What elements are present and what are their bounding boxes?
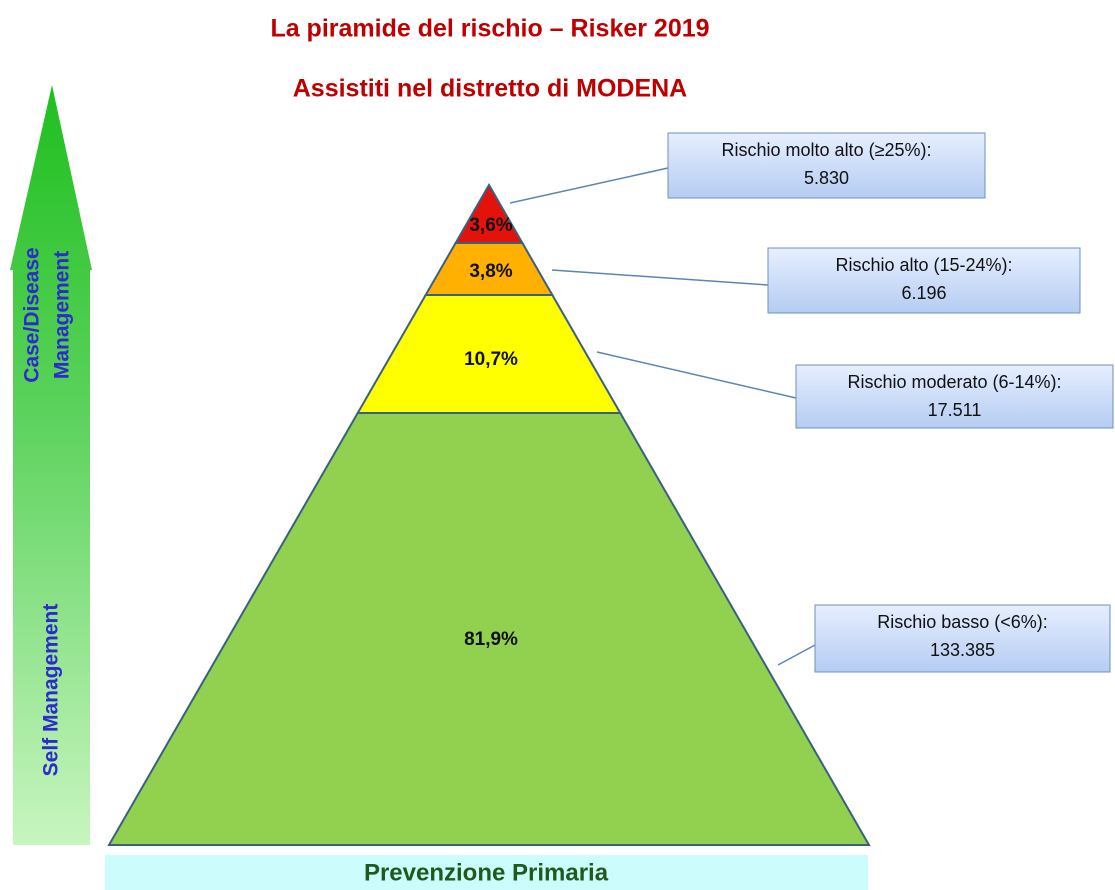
side-arrow <box>10 85 92 845</box>
side-label-lower: Self Management <box>40 604 63 777</box>
callout-label: Rischio molto alto (≥25%): <box>722 140 932 160</box>
callout-count: 6.196 <box>901 283 946 303</box>
callout-count: 133.385 <box>930 640 995 660</box>
level-percent: 3,6% <box>469 215 512 236</box>
connector <box>777 644 816 666</box>
base-label: Prevenzione Primaria <box>364 859 609 886</box>
connector <box>509 167 669 204</box>
side-label-upper: Management <box>51 251 74 379</box>
base-bar <box>105 855 868 890</box>
callout-count: 5.830 <box>804 168 849 188</box>
side-label-upper: Case/Disease <box>21 247 44 382</box>
callout-box <box>667 132 986 199</box>
subtitle: Assistiti nel distretto di MODENA <box>293 75 687 103</box>
pyramid-level <box>107 412 871 846</box>
connector <box>596 351 797 399</box>
callout-label: Rischio moderato (6-14%): <box>847 372 1061 392</box>
callout-count: 17.511 <box>928 400 982 420</box>
callout-label: Rischio alto (15-24%): <box>835 255 1012 275</box>
callout-box <box>767 247 1081 314</box>
title: La piramide del rischio – Risker 2019 <box>270 15 709 43</box>
level-percent: 3,8% <box>469 261 512 282</box>
level-percent: 10,7% <box>464 349 518 370</box>
level-percent: 81,9% <box>464 629 518 650</box>
callout-box <box>814 604 1111 673</box>
connector <box>551 269 769 286</box>
callout-box <box>795 364 1114 429</box>
callout-label: Rischio basso (<6%): <box>877 612 1048 632</box>
